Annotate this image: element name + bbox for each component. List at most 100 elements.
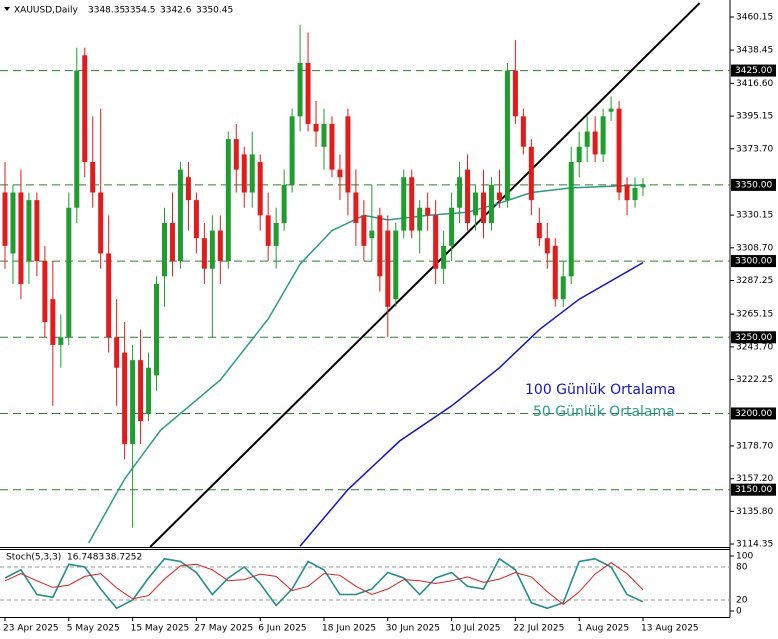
candle-body — [289, 116, 295, 185]
level-label: 3425.00 — [735, 66, 772, 76]
x-tick-label: 18 Jun 2025 — [322, 624, 376, 634]
candle-body — [201, 238, 207, 269]
candle-body — [257, 162, 263, 216]
stoch-k-value: 16.7483 — [67, 553, 104, 563]
candle-body — [409, 177, 415, 231]
y-tick-label: 3222.25 — [736, 375, 773, 385]
level-label-box — [731, 64, 776, 77]
plot — [0, 2, 730, 547]
candle-body — [353, 192, 359, 223]
level-label-box — [731, 407, 776, 420]
stoch-tick-label: 0 — [736, 607, 742, 617]
candle-body — [481, 192, 486, 223]
candle-body — [433, 215, 439, 269]
y-tick-label: 3308.70 — [736, 243, 773, 253]
candle-body — [504, 70, 510, 201]
level-label-box — [731, 483, 776, 496]
candle-body — [329, 123, 335, 170]
x-tick-label: 5 May 2025 — [67, 624, 120, 634]
candle-body — [377, 215, 383, 277]
candle-body — [425, 207, 431, 216]
stoch-k-line — [4, 557, 644, 610]
candle-body — [345, 116, 351, 193]
stoch-title: Stoch(5,3,3) — [6, 553, 61, 563]
candle-body — [249, 154, 255, 193]
header-high: 3354.5 — [124, 6, 156, 16]
candle-body — [106, 253, 112, 338]
legend-label: 50 Günlük Ortalama — [533, 404, 675, 420]
stoch-tick-label: 20 — [736, 596, 748, 606]
y-tick-label: 3416.60 — [736, 79, 773, 89]
candle-body — [10, 192, 16, 254]
candle-body — [209, 230, 215, 269]
level-label: 3150.00 — [735, 485, 772, 495]
candle-body — [146, 367, 152, 414]
candle-body — [369, 230, 375, 239]
candle-body — [401, 177, 407, 231]
x-tick-label: 6 Jun 2025 — [258, 624, 306, 634]
level-label: 3250.00 — [735, 333, 772, 343]
candle-body — [169, 222, 175, 262]
candle-body — [536, 222, 542, 239]
x-tick-label: 15 May 2025 — [131, 624, 190, 634]
candle-body — [473, 192, 479, 216]
menu-icon[interactable] — [4, 7, 10, 11]
header-close: 3350.45 — [196, 6, 233, 16]
candle-body — [114, 337, 120, 368]
y-tick-label: 3373.70 — [736, 144, 773, 154]
y-tick-label: 3438.45 — [736, 46, 773, 56]
y-tick-label: 3157.20 — [736, 474, 773, 484]
candle-body — [608, 108, 614, 112]
candle-body — [2, 192, 8, 246]
candle-body — [321, 123, 327, 147]
candle-body — [632, 187, 638, 201]
candle-body — [624, 184, 630, 201]
level-label: 3200.00 — [735, 409, 772, 419]
candle-body — [74, 70, 80, 208]
candle-body — [313, 123, 319, 132]
candle-body — [465, 169, 471, 223]
candle-body — [98, 192, 104, 254]
candle-body — [640, 184, 646, 188]
x-tick-label: 13 Aug 2025 — [641, 624, 699, 634]
candle-body — [154, 283, 160, 376]
symbol: XAUUSD,Daily — [14, 6, 78, 16]
level-label-box — [731, 331, 776, 344]
y-tick-label: 3178.70 — [736, 441, 773, 451]
candle-body — [90, 162, 96, 193]
candle-body — [130, 360, 136, 444]
candle-body — [512, 70, 518, 117]
level-label-box — [731, 255, 776, 268]
stoch-d-value: 38.7252 — [105, 553, 142, 563]
candle-body — [337, 169, 343, 178]
candle-body — [122, 352, 128, 444]
candle-body — [528, 146, 534, 201]
candle-body — [241, 154, 247, 193]
candle-body — [193, 200, 199, 239]
candle-body — [217, 230, 223, 262]
header-open: 3348.35 — [88, 6, 125, 16]
candle-body — [58, 337, 64, 345]
x-tick-label: 30 Jun 2025 — [386, 624, 440, 634]
candle-body — [584, 131, 590, 147]
candle-body — [457, 177, 463, 208]
candle-body — [576, 146, 582, 163]
y-tick-label: 3114.35 — [736, 540, 773, 550]
legend-label: 100 Günlük Ortalama — [525, 382, 676, 398]
x-tick-label: 23 Apr 2025 — [3, 624, 59, 634]
y-tick-label: 3460.15 — [736, 12, 773, 22]
candle-body — [393, 230, 399, 300]
candle-body — [361, 215, 367, 246]
candle-body — [265, 215, 271, 246]
candle-body — [544, 238, 550, 254]
y-tick-label: 3395.15 — [736, 112, 773, 122]
y-tick-label: 3243.70 — [736, 342, 773, 352]
x-tick-label: 22 Jul 2025 — [513, 624, 564, 634]
stoch-d-line — [4, 561, 644, 606]
candle-body — [177, 169, 183, 262]
candle-body — [449, 207, 455, 246]
candle-body — [385, 230, 391, 307]
level-label: 3350.00 — [735, 180, 772, 190]
